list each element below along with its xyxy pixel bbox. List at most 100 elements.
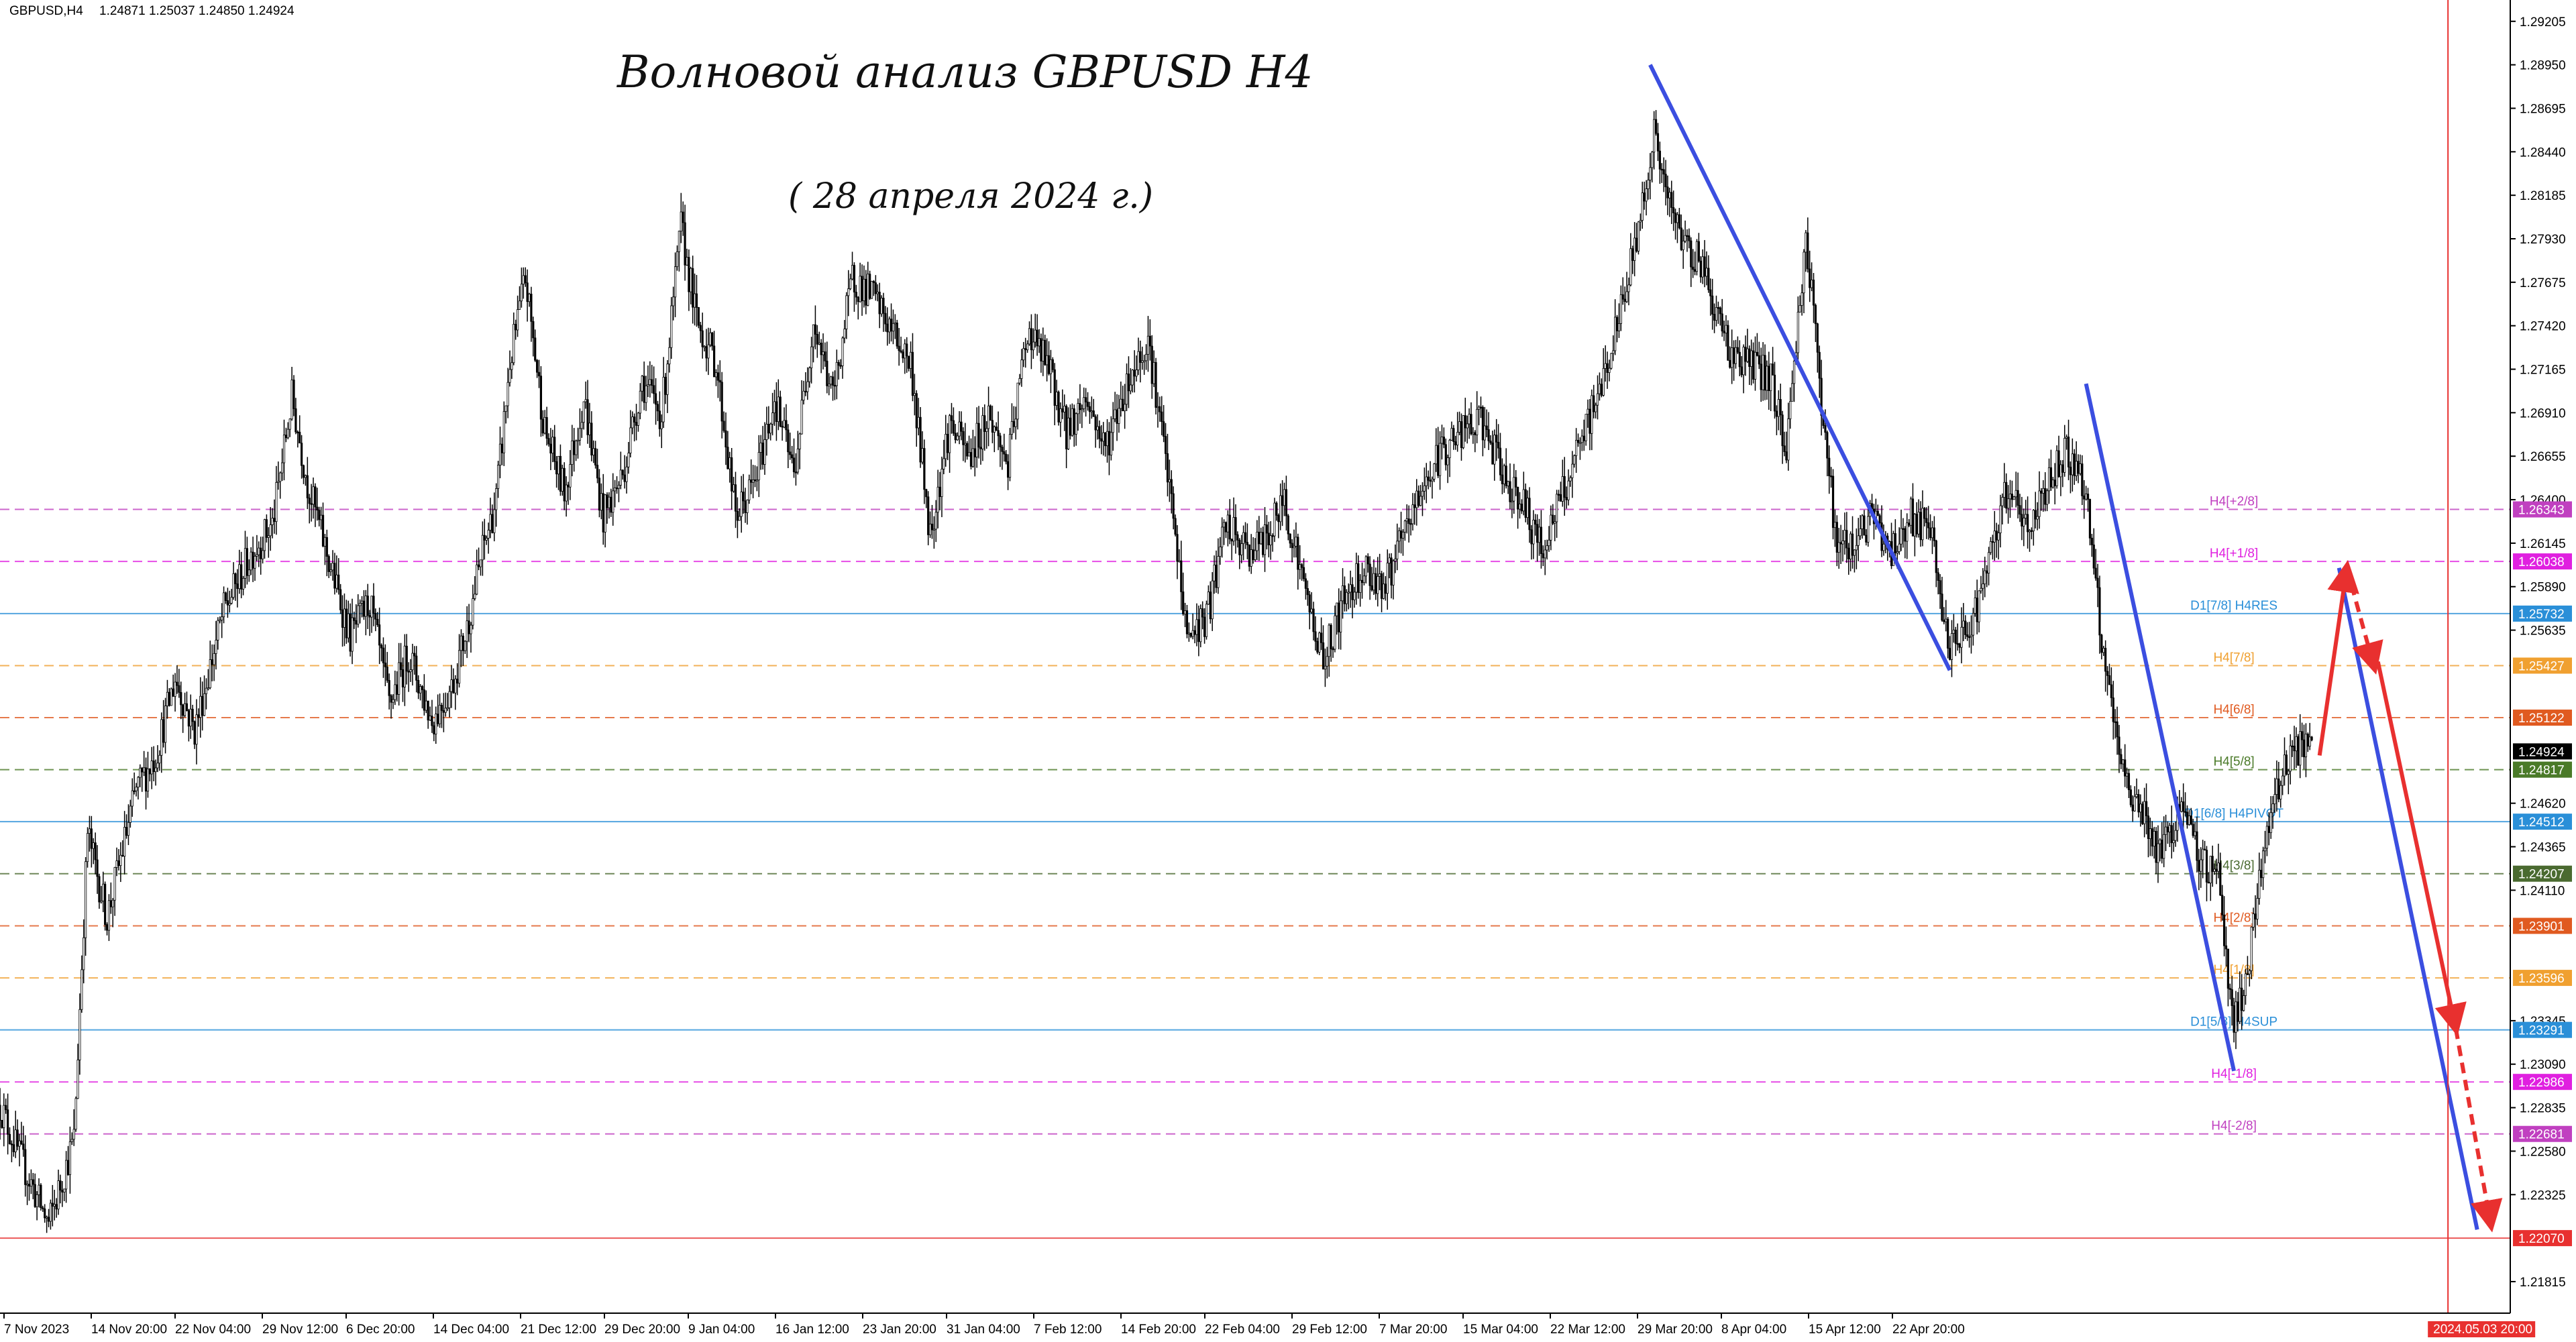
candle	[1489, 435, 1492, 445]
x-tick-label: 14 Nov 20:00	[91, 1323, 167, 1337]
candle-body	[789, 451, 792, 455]
candle	[1550, 505, 1552, 551]
candle	[1970, 615, 1973, 654]
candle-body	[1532, 520, 1535, 545]
candle	[384, 644, 386, 687]
candle-body	[1222, 522, 1226, 528]
candle	[1392, 559, 1395, 600]
candle-body	[1791, 383, 1794, 402]
candle-body	[2222, 914, 2226, 946]
candle-body	[364, 596, 367, 617]
candle	[1324, 649, 1327, 687]
candle-body	[2135, 794, 2138, 797]
candle-body	[923, 448, 926, 490]
candle	[1835, 515, 1838, 567]
candle	[493, 492, 496, 542]
candle-body	[941, 469, 943, 497]
candle-body	[1962, 620, 1965, 628]
candle-body	[904, 343, 906, 359]
candle-body	[435, 714, 437, 734]
candle-body	[1355, 563, 1358, 593]
candle	[806, 367, 809, 400]
candle-body	[1127, 374, 1130, 392]
level-label: H4[1/8]	[2213, 963, 2254, 977]
candle	[559, 444, 562, 496]
candle-body	[1026, 343, 1029, 351]
candle-body	[1750, 350, 1753, 367]
candle-body	[1633, 237, 1636, 261]
candle	[1764, 344, 1766, 400]
candle	[1368, 556, 1371, 600]
candle	[1937, 568, 1939, 595]
candle	[2233, 997, 2235, 1043]
candle-body	[2239, 987, 2241, 1022]
candle	[86, 827, 89, 868]
candle-body	[1419, 496, 1422, 506]
candle	[1226, 510, 1229, 547]
candle	[2127, 769, 2131, 798]
candle	[1236, 531, 1239, 548]
candle	[489, 498, 492, 539]
candle	[1830, 467, 1833, 488]
candle-body	[2293, 746, 2296, 752]
candle	[199, 677, 202, 738]
candle	[1371, 567, 1373, 592]
candle	[1589, 398, 1591, 451]
candle	[610, 488, 612, 517]
candle-body	[539, 376, 543, 420]
candle	[1096, 414, 1099, 440]
candle	[1606, 351, 1609, 389]
candle-body	[148, 769, 151, 775]
candle	[292, 375, 295, 416]
candle-body	[306, 475, 309, 498]
candle	[304, 474, 307, 486]
candle	[1330, 623, 1332, 662]
candle	[1141, 346, 1144, 370]
candle-body	[2233, 1005, 2235, 1033]
candle	[530, 286, 533, 342]
candle-body	[2046, 490, 2049, 505]
candle	[2289, 734, 2292, 785]
candle	[1542, 545, 1544, 567]
candle-body	[777, 396, 780, 423]
candle	[1308, 590, 1311, 630]
candle	[765, 406, 768, 456]
candle	[855, 284, 857, 305]
candle-body	[798, 433, 801, 449]
candle	[483, 518, 486, 560]
candle-body	[2194, 831, 2196, 836]
candle-body	[1314, 631, 1317, 642]
candle	[1203, 608, 1206, 644]
candle-body	[1448, 439, 1451, 458]
candle-body	[470, 624, 472, 634]
candle-body	[1427, 476, 1430, 481]
candle	[2242, 989, 2245, 1012]
candle-body	[44, 1209, 46, 1219]
candle-body	[1974, 598, 1976, 614]
candle-body	[2094, 567, 2097, 579]
candle	[2203, 840, 2206, 851]
candle-body	[2012, 496, 2015, 500]
candle-body	[172, 688, 174, 697]
candle	[1612, 335, 1615, 361]
candle-body	[1012, 421, 1015, 427]
candle-body	[851, 265, 854, 280]
candle	[1595, 402, 1597, 418]
candle-body	[1859, 528, 1862, 537]
candle-body	[1699, 260, 1702, 278]
candle	[306, 457, 309, 510]
candle	[979, 429, 982, 465]
candle	[1425, 463, 1428, 504]
candle	[773, 390, 776, 426]
candle-body	[1526, 498, 1529, 518]
candle	[1554, 514, 1556, 542]
candle	[1234, 504, 1237, 554]
candle-body	[2030, 530, 2033, 532]
candle	[1571, 451, 1574, 498]
candle	[1803, 249, 1805, 314]
candle-body	[277, 481, 280, 483]
candle	[20, 1121, 23, 1145]
candle	[1695, 239, 1699, 276]
